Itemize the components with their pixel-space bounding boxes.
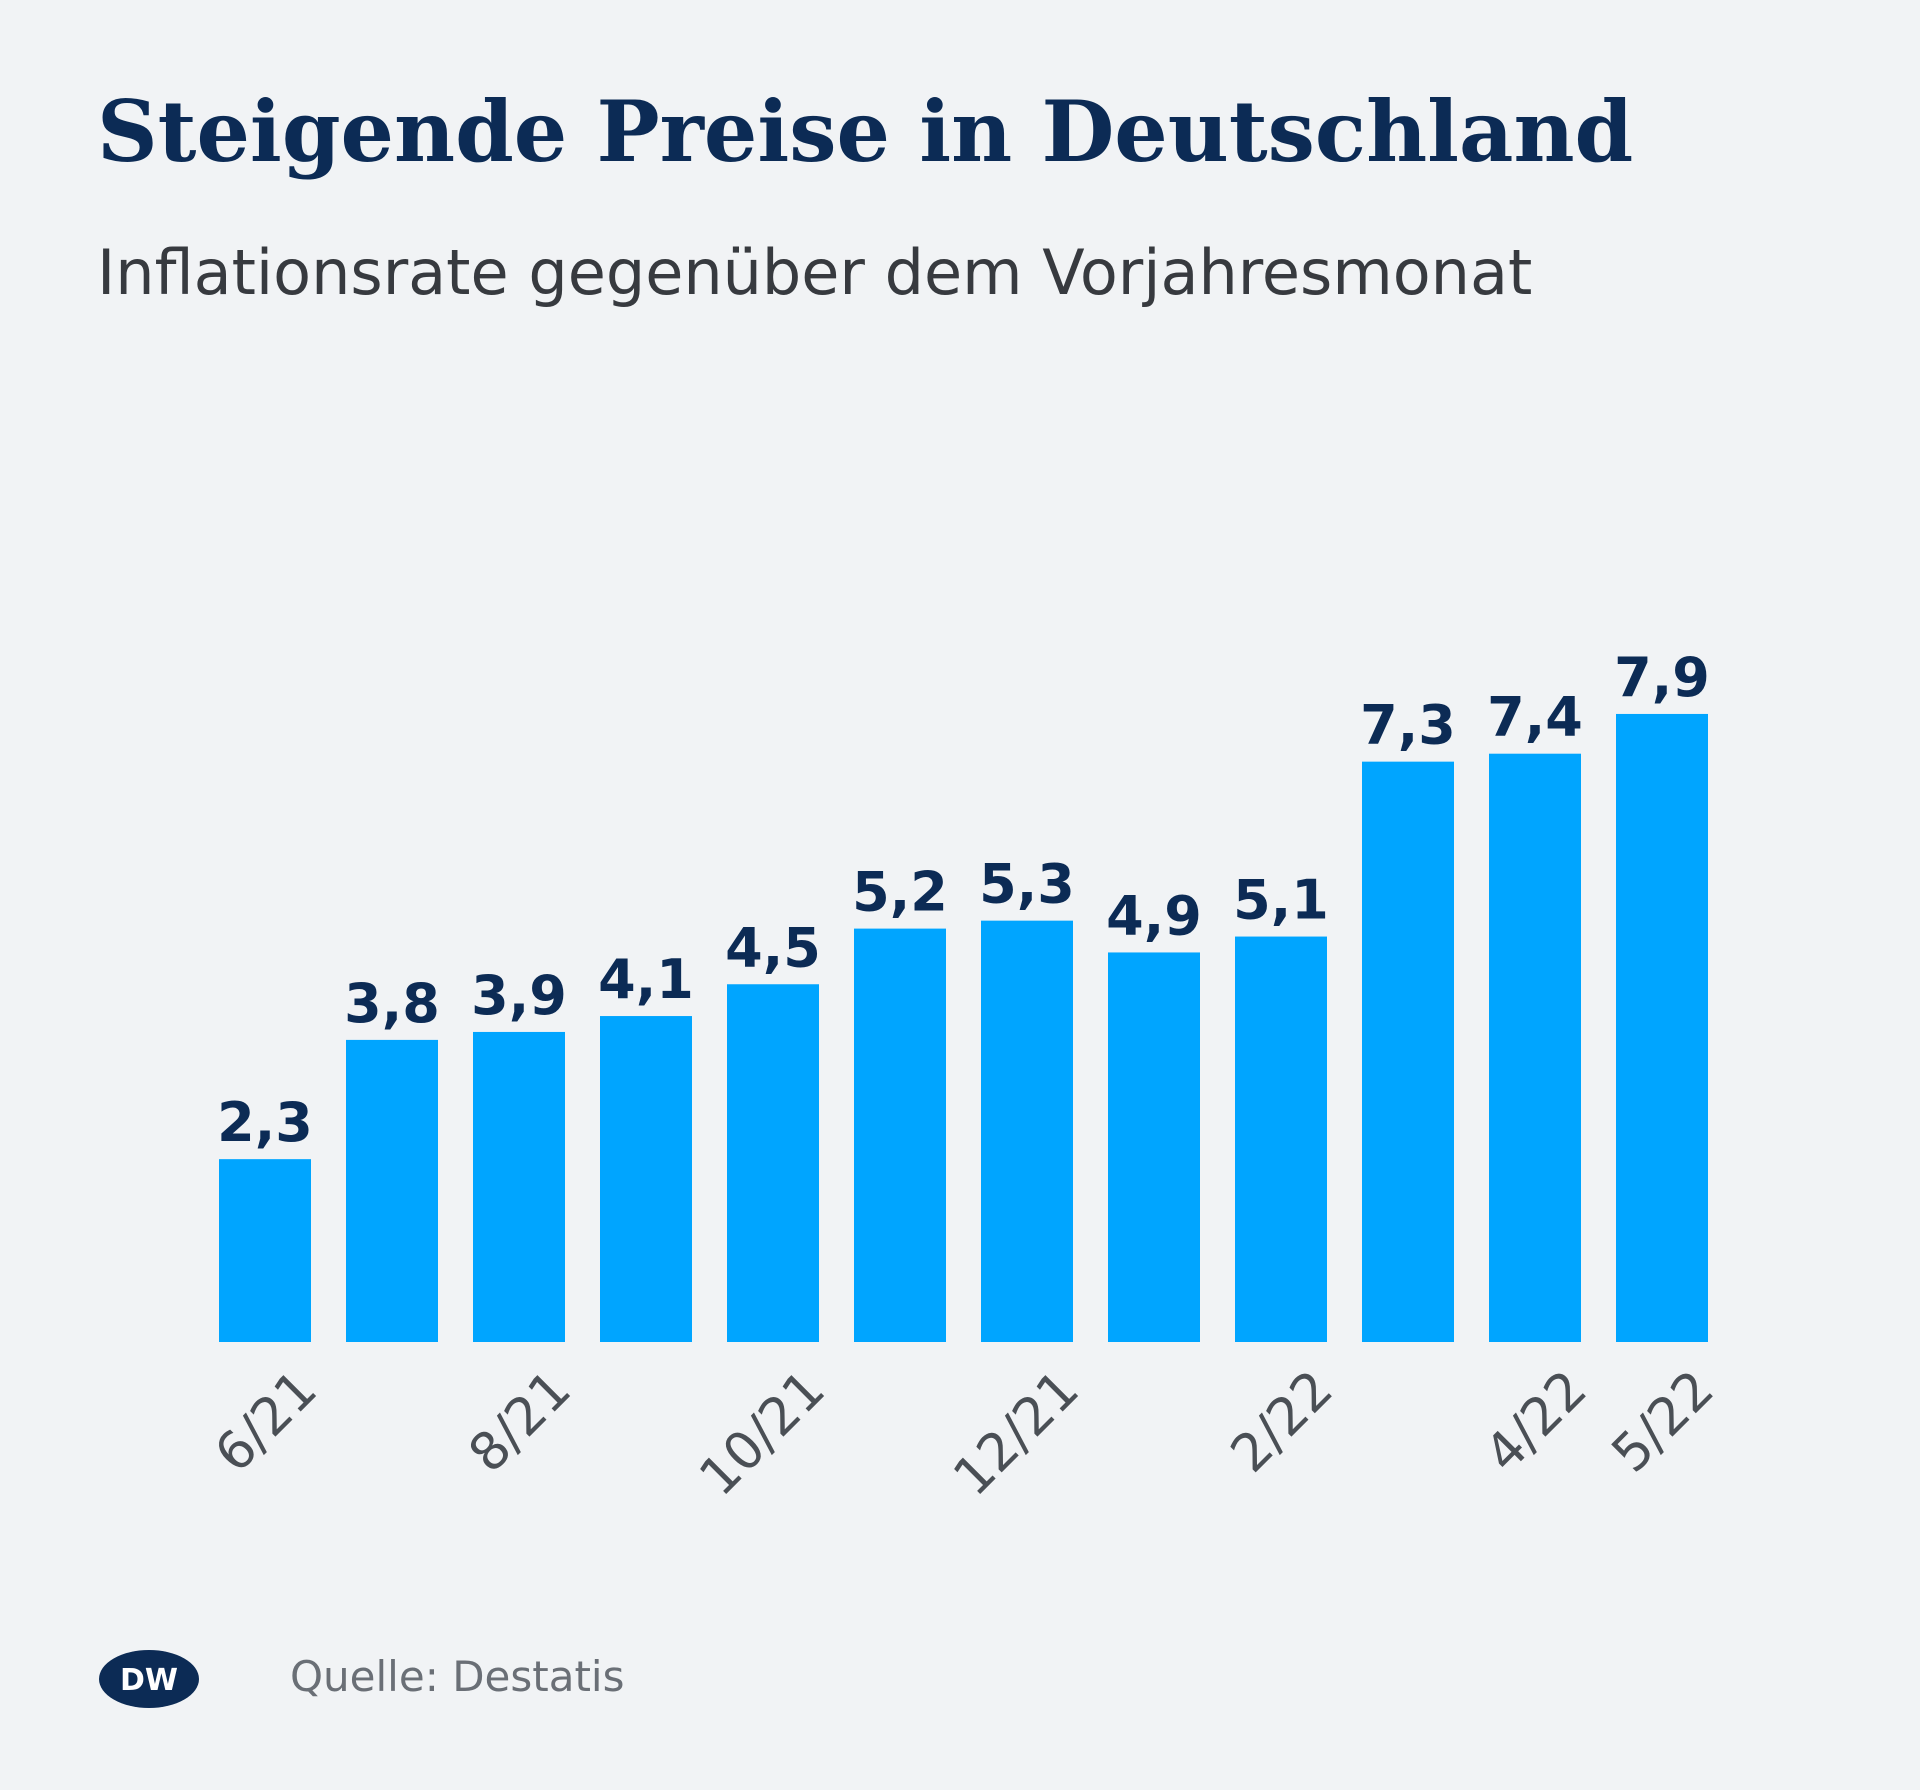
x-tick-labels-group: 6/21 8/21 10/21 12/21 2/22 4/22 5/22 bbox=[204, 1359, 1726, 1507]
value-label: 4,1 bbox=[598, 948, 694, 1011]
x-tick-label: 12/21 bbox=[942, 1359, 1090, 1507]
x-tick-label: 2/22 bbox=[1220, 1359, 1345, 1484]
value-label: 3,9 bbox=[471, 964, 567, 1027]
value-labels-group: 2,3 3,8 3,9 4,1 4,5 5,2 5,3 4,9 5,1 7,3 7,4 7,9 bbox=[217, 646, 1710, 1154]
bar-6-21 bbox=[219, 1159, 311, 1342]
x-tick-label: 4/22 bbox=[1474, 1359, 1599, 1484]
value-label: 2,3 bbox=[217, 1091, 313, 1154]
bar-11-21 bbox=[854, 928, 946, 1342]
dw-logo: DW bbox=[99, 1650, 199, 1708]
bar-4-22 bbox=[1489, 753, 1581, 1342]
value-label: 4,9 bbox=[1106, 884, 1202, 947]
x-tick-label: 10/21 bbox=[688, 1359, 836, 1507]
bar-9-21 bbox=[600, 1016, 692, 1342]
x-tick-label: 8/21 bbox=[458, 1359, 583, 1484]
bar-12-21 bbox=[981, 920, 1073, 1342]
chart-subtitle: Inflationsrate gegenüber dem Vorjahresmo… bbox=[97, 236, 1533, 309]
chart-title: Steigende Preise in Deutschland bbox=[97, 82, 1634, 181]
bar-10-21 bbox=[727, 984, 819, 1342]
value-label: 3,8 bbox=[344, 972, 440, 1035]
bar-3-22 bbox=[1362, 761, 1454, 1342]
bar-7-21 bbox=[346, 1039, 438, 1342]
x-tick-label: 5/22 bbox=[1601, 1359, 1726, 1484]
value-label: 5,2 bbox=[852, 861, 948, 924]
bars-group bbox=[219, 713, 1708, 1342]
value-label: 7,3 bbox=[1360, 694, 1456, 757]
x-tick-label: 6/21 bbox=[204, 1359, 329, 1484]
value-label: 4,5 bbox=[725, 916, 821, 979]
footer: DW bbox=[97, 1648, 201, 1710]
bar-5-22 bbox=[1616, 713, 1708, 1342]
bar-2-22 bbox=[1235, 936, 1327, 1342]
svg-text:DW: DW bbox=[120, 1663, 178, 1698]
value-label: 7,4 bbox=[1487, 686, 1583, 749]
bar-1-22 bbox=[1108, 952, 1200, 1342]
value-label: 5,3 bbox=[979, 853, 1075, 916]
value-label: 7,9 bbox=[1614, 646, 1710, 709]
value-label: 5,1 bbox=[1233, 869, 1329, 932]
source-note: Quelle: Destatis bbox=[290, 1652, 625, 1701]
bar-8-21 bbox=[473, 1031, 565, 1342]
